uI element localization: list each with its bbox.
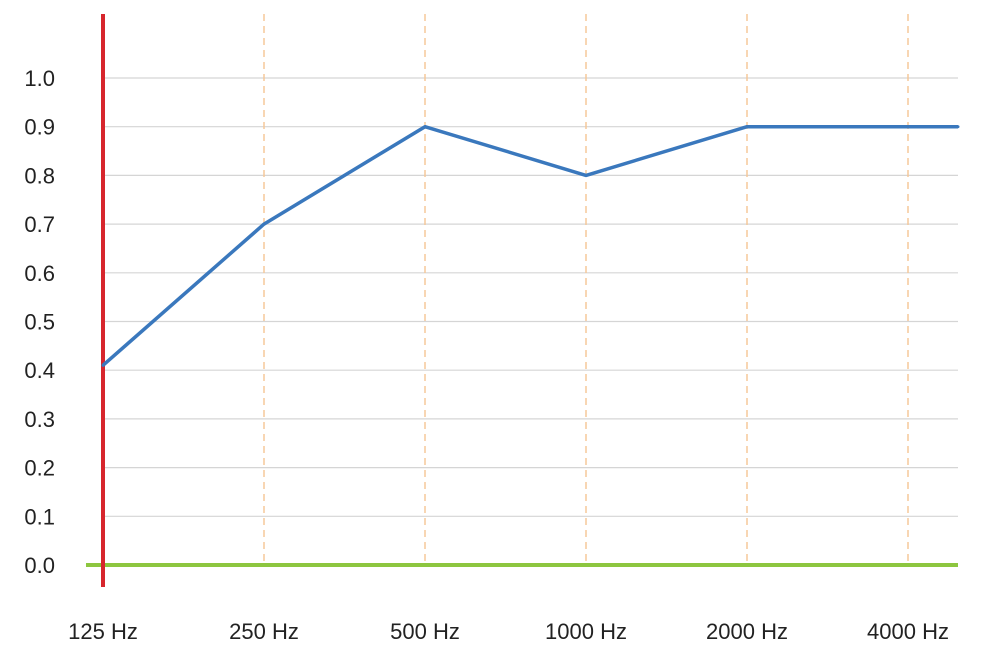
y-tick-label: 0.7 <box>24 212 55 237</box>
y-tick-label: 0.1 <box>24 504 55 529</box>
y-tick-labels: 1.0 0.9 0.8 0.7 0.6 0.5 0.4 0.3 0.2 0.1 0.0 <box>24 66 55 578</box>
x-tick-label: 250 Hz <box>229 619 299 644</box>
horizontal-gridlines <box>103 77 958 517</box>
y-tick-label: 0.6 <box>24 261 55 286</box>
x-tick-label: 4000 Hz <box>867 619 949 644</box>
data-point <box>745 125 749 129</box>
y-tick-label: 0.3 <box>24 407 55 432</box>
data-point <box>423 125 427 129</box>
y-tick-label: 0.5 <box>24 310 55 335</box>
y-tick-label: 1.0 <box>24 66 55 91</box>
series-line <box>101 124 958 367</box>
data-point <box>956 125 960 129</box>
series-group <box>101 124 960 367</box>
data-point <box>584 173 588 177</box>
x-tick-label: 2000 Hz <box>706 619 788 644</box>
x-tick-label: 1000 Hz <box>545 619 627 644</box>
x-tick-labels: 125 Hz 250 Hz 500 Hz 1000 Hz 2000 Hz 4000 Hz <box>68 619 949 644</box>
x-tick-label: 125 Hz <box>68 619 138 644</box>
y-tick-label: 0.0 <box>24 553 55 578</box>
y-tick-label: 0.9 <box>24 115 55 140</box>
y-tick-label: 0.2 <box>24 456 55 481</box>
x-tick-label: 500 Hz <box>390 619 460 644</box>
y-tick-label: 0.4 <box>24 358 55 383</box>
y-tick-label: 0.8 <box>24 163 55 188</box>
data-point <box>262 222 266 226</box>
data-point <box>101 363 105 367</box>
vertical-gridlines <box>263 14 909 565</box>
